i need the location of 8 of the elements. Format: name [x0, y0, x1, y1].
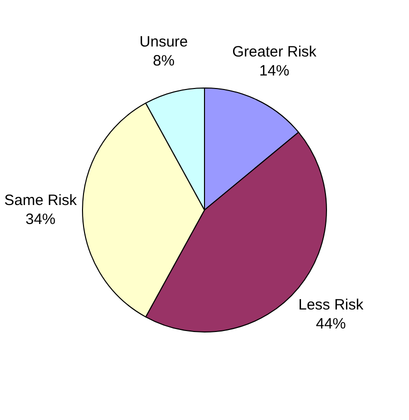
slice-label: Less Risk [298, 296, 364, 314]
data-label: 34% [25, 211, 56, 228]
slice-label: Greater Risk [232, 44, 317, 61]
slice-label: Same Risk [4, 192, 78, 210]
slice-label: Unsure [140, 33, 188, 50]
data-label: 44% [316, 316, 346, 333]
data-label: 8% [152, 52, 175, 70]
data-label: 14% [259, 62, 290, 80]
